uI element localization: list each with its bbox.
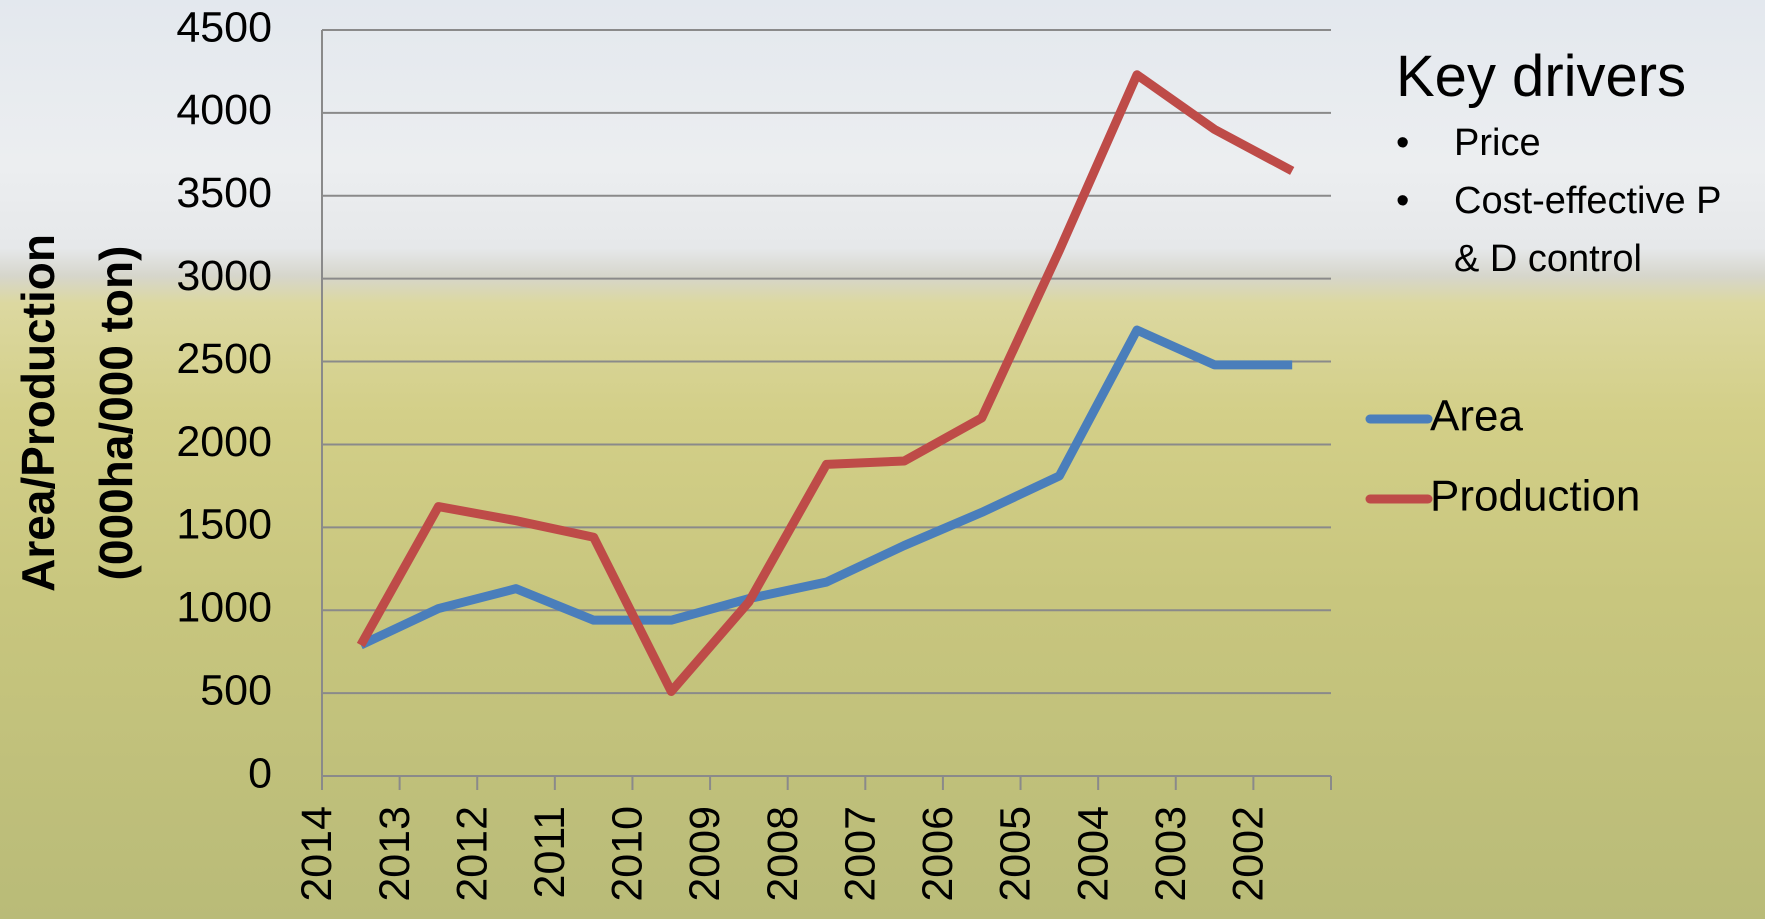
drivers-list: Price Cost-effective P & D control	[1396, 114, 1765, 288]
x-tick-label: 2002	[1225, 806, 1273, 902]
y-tick-label: 4000	[176, 86, 272, 134]
legend-label: Area	[1430, 392, 1523, 441]
y-tick-label: 3000	[176, 252, 272, 300]
x-tick-label: 2012	[448, 806, 496, 902]
series-line	[361, 75, 1292, 692]
x-tick-label: 2010	[604, 806, 652, 902]
y-tick-label: 2500	[176, 335, 272, 383]
legend-label: Production	[1430, 472, 1640, 521]
x-tick-label: 2004	[1069, 806, 1117, 902]
driver-item: Cost-effective P & D control	[1396, 172, 1744, 288]
y-tick-label: 500	[200, 666, 272, 714]
x-tick-label: 2005	[992, 806, 1040, 902]
x-tick-label: 2003	[1147, 806, 1195, 902]
slide: {"chart_data": {"type": "line", "ylabel"…	[0, 0, 1765, 919]
series-line	[361, 330, 1292, 645]
y-tick-label: 1000	[176, 584, 272, 632]
y-tick-label: 0	[248, 749, 272, 797]
x-tick-label: 2011	[526, 806, 574, 898]
x-tick-label: 2009	[681, 806, 729, 902]
y-tick-label: 2000	[176, 418, 272, 466]
y-tick-label: 3500	[176, 169, 272, 217]
x-tick-label: 2013	[371, 806, 419, 902]
y-tick-label: 4500	[176, 3, 272, 51]
key-drivers: Key drivers Price Cost-effective P & D c…	[1396, 40, 1765, 288]
y-axis-label: Area/Production	[12, 234, 64, 592]
driver-item: Price	[1396, 114, 1744, 172]
x-tick-label: 2007	[836, 806, 884, 902]
y-tick-label: 1500	[176, 501, 272, 549]
drivers-heading: Key drivers	[1396, 40, 1765, 114]
x-tick-label: 2014	[293, 806, 341, 902]
x-tick-label: 2008	[759, 806, 807, 902]
y-axis-label: (000ha/000 ton)	[90, 246, 142, 581]
x-tick-label: 2006	[914, 806, 962, 902]
